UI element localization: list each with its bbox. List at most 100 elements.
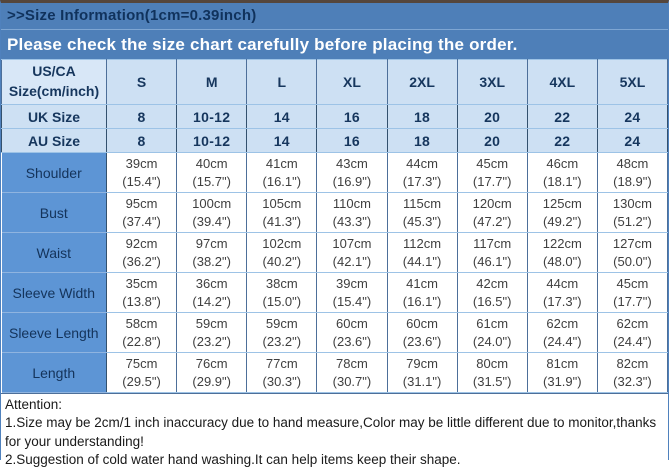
size-table-head: US/CA Size(cm/inch) S M L XL 2XL 3XL 4XL 5XL [1, 59, 669, 105]
measure-cell: 76cm (29.9") [176, 352, 248, 393]
inch-value: (44.1") [402, 253, 442, 269]
size-col-header: L [246, 59, 318, 105]
size-value-cell: 16 [316, 104, 388, 129]
measure-cell: 82cm (32.3") [596, 352, 669, 393]
size-value-cell: 10-12 [176, 128, 248, 153]
measure-cell: 41cm (16.1") [386, 272, 458, 313]
size-value-cell: 8 [105, 104, 178, 129]
cm-value: 39cm [125, 155, 158, 171]
cm-value: 81cm [546, 355, 579, 371]
measure-row: Shoulder 39cm (15.4") 40cm (15.7") 41cm (16.1"… [1, 152, 669, 193]
cm-value: 127cm [612, 235, 652, 251]
measure-cell: 44cm (17.3") [386, 152, 458, 193]
inch-value: (23.2") [192, 333, 231, 349]
cm-value: 61cm [476, 315, 509, 331]
inch-value: (18.1") [543, 173, 582, 189]
attention-line1: 1.Size may be 2cm/1 inch inaccuracy due … [5, 415, 657, 449]
cm-value: 110cm [332, 195, 371, 211]
inch-value: (43.3") [332, 213, 372, 229]
cm-value: 120cm [472, 195, 512, 211]
cm-value: 125cm [542, 195, 582, 211]
cm-value: 78cm [336, 355, 368, 371]
measure-cell: 97cm (38.2") [176, 232, 248, 273]
size-col-header: M [176, 59, 248, 105]
cm-value: 36cm [195, 275, 228, 291]
inch-value: (15.4") [332, 293, 372, 309]
measure-cell: 62cm (24.4") [596, 312, 669, 353]
inch-value: (42.1") [332, 253, 372, 269]
measure-cell: 130cm (51.2") [596, 192, 669, 233]
measure-row: Length 75cm (29.5") 76cm (29.9") 77cm (30.3") 7… [1, 352, 669, 393]
attention-line2: 2.Suggestion of cold water hand washing.… [5, 452, 461, 468]
corner-line2: Size(cm/inch) [8, 83, 100, 99]
measure-cell: 39cm (15.4") [316, 272, 388, 313]
size-value-cell: 18 [386, 104, 458, 129]
cm-value: 41cm [406, 275, 438, 291]
inch-value: (37.4") [122, 213, 161, 229]
cm-value: 62cm [546, 315, 579, 331]
inch-value: (46.1") [472, 253, 512, 269]
size-col-header: S [105, 59, 178, 105]
cm-value: 92cm [125, 235, 158, 251]
size-value-cell: 22 [526, 104, 598, 129]
measure-cell: 44cm (17.3") [526, 272, 598, 313]
size-value-cell: 18 [386, 128, 458, 153]
inch-value: (16.1") [402, 293, 442, 309]
measure-cell: 78cm (30.7") [316, 352, 388, 393]
measure-cell: 59cm (23.2") [246, 312, 318, 353]
measure-cell: 122cm (48.0") [526, 232, 598, 273]
measure-row-label: Length [1, 352, 107, 393]
measure-cell: 39cm (15.4") [105, 152, 178, 193]
inch-value: (15.7") [192, 173, 231, 189]
inch-value: (17.7") [472, 173, 512, 189]
cm-value: 80cm [476, 355, 509, 371]
inch-value: (23.6") [402, 333, 442, 349]
size-row: UK Size 8 10-12 14 16 18 20 22 24 [1, 104, 669, 129]
inch-value: (50.0") [613, 253, 652, 269]
corner-line1: US/CA [32, 63, 76, 80]
measure-cell: 41cm (16.1") [246, 152, 318, 193]
cm-value: 62cm [616, 315, 649, 331]
attention-note: Attention: 1.Size may be 2cm/1 inch inac… [1, 393, 668, 469]
cm-value: 40cm [195, 155, 228, 171]
cm-value: 46cm [546, 155, 579, 171]
measure-cell: 107cm (42.1") [316, 232, 388, 273]
cm-value: 82cm [616, 355, 649, 371]
cm-value: 130cm [612, 195, 652, 211]
cm-value: 95cm [125, 195, 158, 211]
cm-value: 105cm [262, 195, 302, 211]
cm-value: 122cm [542, 235, 582, 251]
inch-value: (40.2") [262, 253, 302, 269]
inch-value: (30.3") [262, 373, 302, 389]
measure-row: Sleeve Length 58cm (22.8") 59cm (23.2") 59cm (… [1, 312, 669, 353]
measure-row-label: Bust [1, 192, 107, 233]
cm-value: 79cm [406, 355, 438, 371]
inch-value: (16.9") [332, 173, 372, 189]
measure-cell: 120cm (47.2") [456, 192, 528, 233]
size-value-cell: 20 [456, 104, 528, 129]
size-value-cell: 10-12 [176, 104, 248, 129]
inch-value: (41.3") [262, 213, 302, 229]
measure-cell: 60cm (23.6") [316, 312, 388, 353]
inch-value: (24.0") [472, 333, 512, 349]
cm-value: 45cm [616, 275, 649, 291]
measure-cell: 105cm (41.3") [246, 192, 318, 233]
cm-value: 42cm [476, 275, 509, 291]
cm-value: 107cm [332, 235, 372, 251]
measure-row: Sleeve Width 35cm (13.8") 36cm (14.2") 38cm (1… [1, 272, 669, 313]
cm-value: 45cm [476, 155, 509, 171]
inch-value: (18.9") [613, 173, 652, 189]
measure-cell: 110cm (43.3") [316, 192, 388, 233]
inch-value: (36.2") [122, 253, 161, 269]
size-chart-warning: Please check the size chart carefully be… [1, 29, 668, 59]
inch-value: (49.2") [543, 213, 582, 229]
measure-row-label: Sleeve Length [1, 312, 107, 353]
inch-value: (24.4") [613, 333, 652, 349]
inch-value: (22.8") [122, 333, 161, 349]
cm-value: 39cm [336, 275, 368, 291]
measure-cell: 42cm (16.5") [456, 272, 528, 313]
size-value-cell: 20 [456, 128, 528, 153]
measure-cell: 115cm (45.3") [386, 192, 458, 233]
size-row: AU Size 8 10-12 14 16 18 20 22 24 [1, 128, 669, 153]
